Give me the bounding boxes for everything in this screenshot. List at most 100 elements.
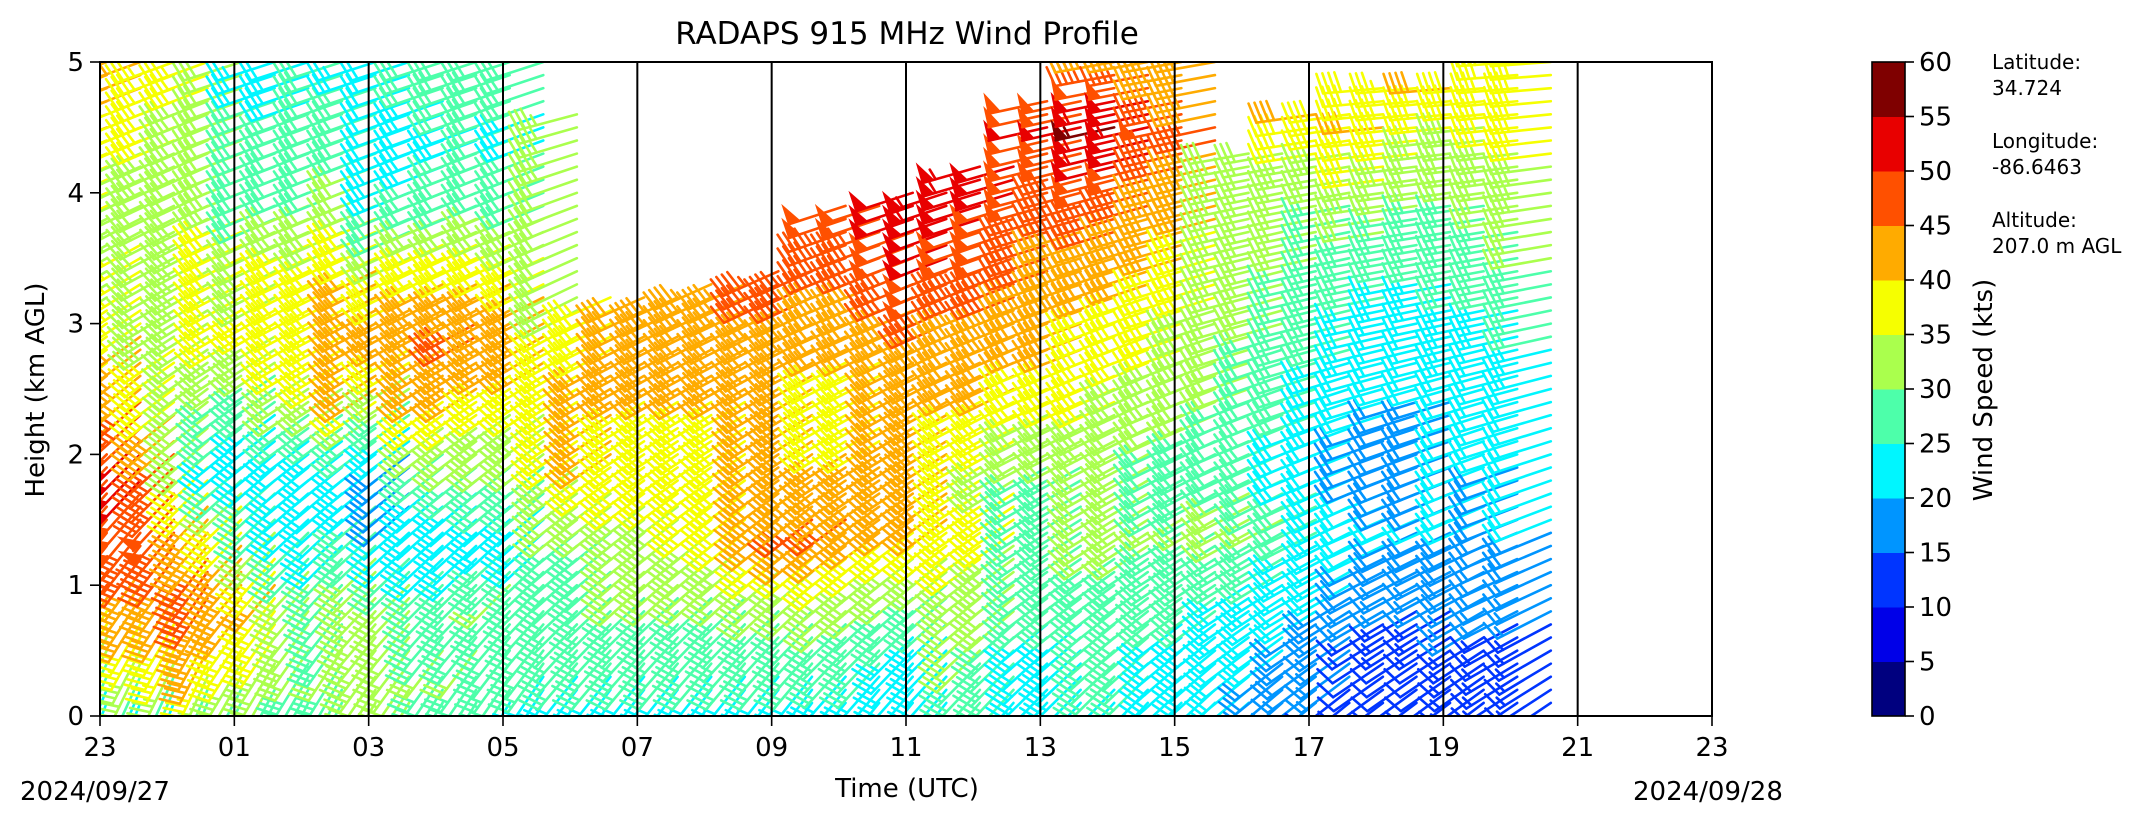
barb-full	[130, 742, 150, 745]
barb-full	[156, 635, 179, 645]
barb-full	[173, 323, 190, 342]
barb-full	[149, 182, 166, 201]
barb-full	[132, 667, 155, 676]
barb-full	[657, 743, 676, 751]
barb-full	[179, 362, 197, 380]
barb-full	[207, 337, 224, 355]
barb-shaft	[191, 413, 243, 453]
barb-half	[62, 257, 70, 265]
barb-full	[168, 731, 188, 734]
barb-half	[506, 727, 517, 730]
barb-full	[100, 408, 110, 418]
wind-barb	[140, 296, 209, 330]
barb-flag	[52, 539, 75, 552]
barb-full	[217, 359, 236, 377]
barb-full	[180, 564, 201, 578]
barb-shaft	[134, 544, 176, 594]
barb-full	[100, 624, 111, 631]
barb-full	[117, 361, 136, 378]
barb-full	[211, 195, 226, 215]
barb-half	[462, 503, 474, 513]
barb-full	[62, 646, 82, 652]
barb-full	[157, 649, 181, 659]
barb-full	[184, 560, 205, 574]
barb-full	[100, 583, 109, 590]
barb-full	[150, 347, 169, 365]
barb-full	[119, 563, 141, 576]
barb-full	[100, 597, 110, 604]
barb-flag	[100, 540, 110, 553]
barb-half	[193, 184, 204, 197]
barb-full	[216, 206, 232, 226]
barb-full	[45, 159, 58, 175]
barb-shaft	[167, 701, 176, 716]
barb-full	[113, 421, 133, 437]
barb-full	[128, 706, 152, 714]
barb-half	[64, 354, 73, 361]
barb-shaft	[102, 557, 142, 609]
barb-half	[195, 349, 207, 360]
barb-full	[45, 186, 58, 202]
barb-full	[143, 102, 159, 123]
barb-full	[150, 520, 172, 534]
barb-half	[160, 173, 171, 186]
barb-full	[215, 475, 235, 491]
barb-full	[149, 492, 170, 506]
barb-shaft	[100, 152, 109, 158]
barb-shaft	[221, 322, 276, 355]
barb-half	[495, 516, 508, 526]
barb-half	[309, 744, 320, 746]
barb-full	[50, 102, 62, 119]
barb-full	[173, 337, 191, 355]
barb-full	[217, 373, 236, 391]
barb-half	[490, 106, 500, 119]
barb-full	[78, 91, 90, 108]
barb-half	[423, 186, 433, 199]
barb-full	[115, 100, 131, 121]
barb-full	[181, 592, 203, 605]
wind-barb	[155, 623, 209, 678]
barb-full	[44, 77, 56, 94]
barb-full	[392, 748, 412, 754]
barb-full	[147, 421, 167, 437]
barb-full	[295, 718, 315, 724]
barb-half	[193, 198, 204, 210]
barb-full	[183, 71, 197, 92]
barb-full	[77, 401, 93, 413]
barb-full	[45, 214, 58, 230]
barb-full	[146, 378, 165, 396]
barb-full	[192, 723, 212, 728]
barb-half	[221, 65, 231, 79]
barb-full	[110, 75, 125, 96]
barb-full	[50, 143, 62, 159]
barb-full	[100, 308, 101, 312]
barb-flag	[100, 513, 109, 525]
barb-full	[52, 352, 68, 365]
barb-full	[116, 209, 132, 228]
barb-full	[100, 422, 101, 425]
barb-half	[261, 225, 271, 237]
barb-half	[537, 724, 548, 728]
barb-half	[126, 65, 136, 78]
barb-full	[165, 722, 185, 726]
barb-full	[74, 273, 88, 288]
wind-barb	[100, 191, 142, 214]
barb-half	[566, 510, 578, 520]
barb-half	[145, 746, 156, 747]
barb-full	[100, 701, 121, 709]
barb-half	[600, 510, 612, 520]
barb-full	[727, 739, 746, 747]
barb-shaft	[185, 230, 243, 259]
barb-full	[116, 319, 135, 337]
barb-half	[161, 241, 172, 253]
wind-barb	[100, 675, 142, 716]
barb-full	[145, 510, 167, 524]
barb-full	[178, 334, 196, 352]
barb-full	[217, 345, 235, 363]
barb-full	[155, 606, 177, 617]
wind-barb	[507, 230, 579, 257]
barb-full	[108, 396, 127, 413]
wind-barb	[105, 256, 176, 289]
barb-full	[264, 747, 284, 752]
barb-full	[144, 184, 160, 204]
